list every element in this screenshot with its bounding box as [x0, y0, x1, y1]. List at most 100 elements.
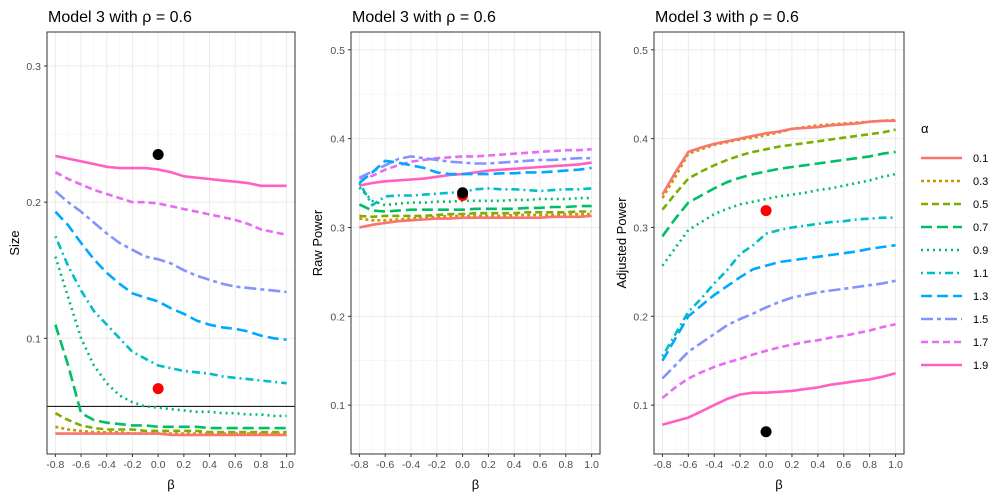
- legend-title: α: [921, 121, 929, 136]
- series-group: [54, 154, 287, 437]
- y-tick-label: 0.1: [330, 400, 345, 412]
- x-axis-label: β: [472, 477, 479, 492]
- y-tick-label: 0.5: [633, 45, 648, 57]
- series-line-alpha-0.1: [661, 119, 896, 196]
- x-tick-label: 0.2: [785, 459, 800, 471]
- x-tick-label: 1.0: [279, 459, 294, 471]
- x-tick-label: 0.8: [254, 459, 269, 471]
- legend: α 0.1 0.3 0.5 0.7 0.9 1.1 1.3 1.5 1.7 1.9: [921, 121, 988, 372]
- legend-label: 0.3: [973, 176, 988, 188]
- series-line-alpha-1.5: [358, 155, 592, 179]
- x-tick-label: 0.6: [836, 459, 851, 471]
- series-line-alpha-0.1: [55, 432, 287, 437]
- y-tick-label: 0.1: [633, 400, 648, 412]
- panel-3: -0.8 -0.6 -0.4 -0.2 0.0 0.2 0.4 0.6 0.8 1.0 0.1 0.2…: [614, 9, 905, 492]
- y-tick-label: 0.3: [26, 61, 41, 73]
- legend-label: 0.1: [973, 153, 988, 165]
- x-tick-label: -0.4: [705, 459, 723, 471]
- x-tick-label: 1.0: [888, 459, 903, 471]
- x-tick-label: 0.0: [455, 459, 470, 471]
- x-tick-label: -0.2: [123, 459, 141, 471]
- x-tick-label: -0.2: [428, 459, 446, 471]
- x-tick-label: 0.4: [202, 459, 217, 471]
- series-line-alpha-1.9: [55, 154, 287, 188]
- panel-border: [350, 31, 601, 455]
- x-tick-label: -0.6: [72, 459, 90, 471]
- y-axis-label: Size: [7, 230, 22, 255]
- series-line-alpha-0.7: [661, 150, 896, 238]
- series-line-alpha-0.5: [661, 128, 896, 211]
- x-tick-label: 0.4: [507, 459, 522, 471]
- series-group: [661, 118, 896, 426]
- series-group: [358, 148, 592, 229]
- panel-2: -0.8 -0.6 -0.4 -0.2 0.0 0.2 0.4 0.6 0.8 1.0 0.1 0.2…: [310, 9, 601, 492]
- y-tick-label: 0.3: [633, 222, 648, 234]
- series-line-alpha-1.5: [54, 190, 287, 294]
- x-tick-label: -0.8: [653, 459, 671, 471]
- red-point: [152, 383, 164, 395]
- x-tick-label: 0.2: [481, 459, 496, 471]
- series-line-alpha-1.3: [54, 210, 287, 341]
- x-axis-label: β: [167, 477, 174, 492]
- panel-title: Model 3 with ρ = 0.6: [655, 9, 799, 26]
- y-axis-label: Adjusted Power: [614, 197, 629, 289]
- series-line-alpha-1.1: [54, 235, 287, 385]
- x-tick-label: -0.4: [402, 459, 420, 471]
- x-tick-label: 0.0: [759, 459, 774, 471]
- y-axis-label: Raw Power: [310, 209, 325, 276]
- x-tick-label: 0.2: [177, 459, 192, 471]
- y-tick-label: 0.5: [330, 45, 345, 57]
- legend-label: 1.7: [973, 337, 988, 349]
- x-tick-label: -0.8: [46, 459, 64, 471]
- series-line-alpha-1.9: [359, 161, 592, 187]
- series-line-alpha-0.7: [358, 203, 592, 213]
- panel-1: -0.8 -0.6 -0.4 -0.2 0.0 0.2 0.4 0.6 0.8 1.0 0.1 0.2…: [7, 9, 296, 492]
- y-tick-label: 0.4: [633, 134, 648, 146]
- legend-label: 1.1: [973, 268, 988, 280]
- black-point: [457, 187, 469, 199]
- y-tick-label: 0.2: [26, 197, 41, 209]
- x-tick-label: 0.8: [559, 459, 574, 471]
- x-tick-label: 1.0: [584, 459, 599, 471]
- y-tick-label: 0.4: [330, 134, 345, 146]
- series-line-alpha-0.7: [54, 324, 287, 430]
- series-line-alpha-0.5: [359, 210, 592, 219]
- black-point: [760, 426, 772, 438]
- x-tick-label: -0.2: [731, 459, 749, 471]
- x-tick-label: -0.6: [679, 459, 697, 471]
- series-line-alpha-0.9: [54, 256, 287, 418]
- red-point: [760, 205, 772, 217]
- panel-title: Model 3 with ρ = 0.6: [48, 9, 192, 26]
- x-tick-label: 0.0: [151, 459, 166, 471]
- series-line-alpha-1.3: [661, 243, 896, 362]
- x-tick-label: -0.8: [350, 459, 368, 471]
- legend-label: 0.9: [973, 245, 988, 257]
- series-line-alpha-1.7: [54, 171, 287, 237]
- x-tick-label: 0.8: [862, 459, 877, 471]
- legend-label: 0.7: [973, 222, 988, 234]
- x-tick-label: 0.6: [228, 459, 243, 471]
- x-tick-label: 0.6: [533, 459, 548, 471]
- series-line-alpha-0.3: [359, 212, 592, 222]
- x-tick-label: 0.4: [811, 459, 826, 471]
- series-line-alpha-1.7: [661, 323, 896, 400]
- x-tick-label: -0.6: [376, 459, 394, 471]
- black-point: [152, 149, 164, 161]
- panel-border: [653, 31, 905, 455]
- y-tick-label: 0.3: [330, 222, 345, 234]
- panel-border: [46, 31, 296, 455]
- x-tick-label: -0.4: [98, 459, 116, 471]
- series-line-alpha-1.1: [661, 216, 896, 357]
- legend-label: 0.5: [973, 199, 988, 211]
- series-line-alpha-1.9: [662, 371, 896, 426]
- legend-label: 1.9: [973, 360, 988, 372]
- y-tick-label: 0.2: [330, 311, 345, 323]
- legend-label: 1.5: [973, 314, 988, 326]
- y-tick-label: 0.2: [633, 311, 648, 323]
- series-line-alpha-0.1: [359, 214, 592, 229]
- y-tick-label: 0.1: [26, 333, 41, 345]
- series-line-alpha-1.1: [358, 182, 592, 207]
- series-line-alpha-1.5: [661, 279, 896, 380]
- panel-title: Model 3 with ρ = 0.6: [352, 9, 496, 26]
